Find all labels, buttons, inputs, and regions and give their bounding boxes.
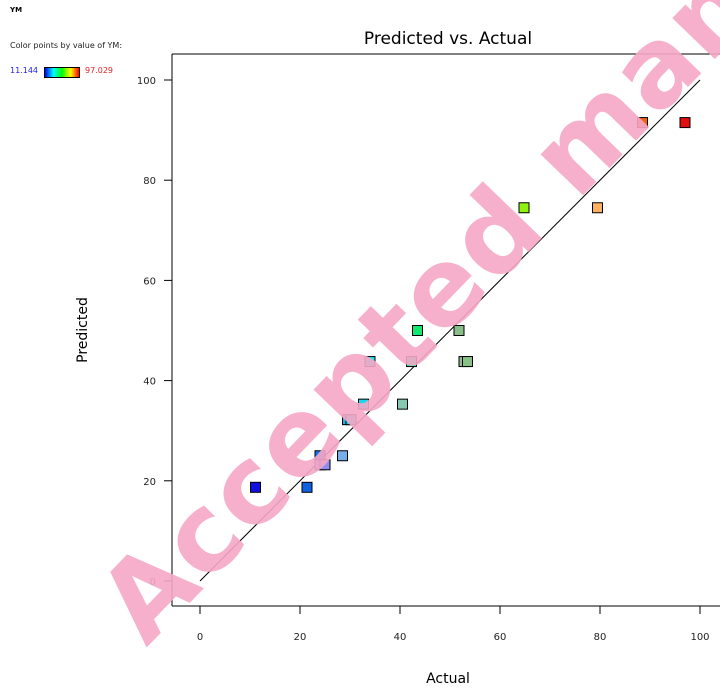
x-tick-label: 0 (197, 632, 203, 643)
data-point (364, 356, 376, 368)
x-tick-label: 100 (690, 632, 709, 643)
y-tick-label: 0 (150, 577, 156, 588)
chart-title: Predicted vs. Actual (364, 29, 532, 49)
y-axis-ticks: 0 20 40 60 80 100 (137, 76, 172, 588)
data-point (319, 459, 331, 471)
x-tick-label: 60 (494, 632, 507, 643)
y-tick-label: 40 (143, 377, 156, 388)
data-point (637, 117, 648, 129)
color-legend-max: 97.029 (85, 66, 113, 75)
data-point (412, 325, 423, 336)
data-points (250, 117, 691, 493)
panel-title: YM (10, 6, 23, 14)
data-point (406, 356, 417, 368)
y-tick-label: 100 (137, 76, 156, 87)
data-point (592, 202, 603, 214)
x-axis-label: Actual (426, 671, 470, 687)
y-axis-label: Predicted (75, 297, 91, 363)
color-legend-caption: Color points by value of YM: (10, 41, 123, 50)
data-point (358, 398, 369, 410)
data-point (345, 414, 357, 426)
data-point (301, 481, 313, 493)
data-point (518, 202, 530, 214)
x-tick-label: 80 (594, 632, 607, 643)
color-gradient-bar (44, 67, 80, 78)
x-tick-label: 40 (394, 632, 407, 643)
data-point (679, 117, 691, 129)
x-axis-ticks: 0 20 40 60 80 100 (197, 606, 710, 643)
y-tick-label: 60 (143, 276, 156, 287)
y-tick-label: 80 (143, 176, 156, 187)
data-point (314, 450, 326, 462)
data-point (397, 398, 408, 410)
x-tick-label: 20 (294, 632, 307, 643)
data-point (462, 356, 473, 368)
data-point (250, 481, 261, 493)
color-legend-min: 11.144 (10, 66, 38, 75)
reference-line (199, 79, 701, 582)
data-point (453, 325, 465, 336)
y-tick-label: 20 (143, 477, 156, 488)
data-point (337, 450, 348, 462)
